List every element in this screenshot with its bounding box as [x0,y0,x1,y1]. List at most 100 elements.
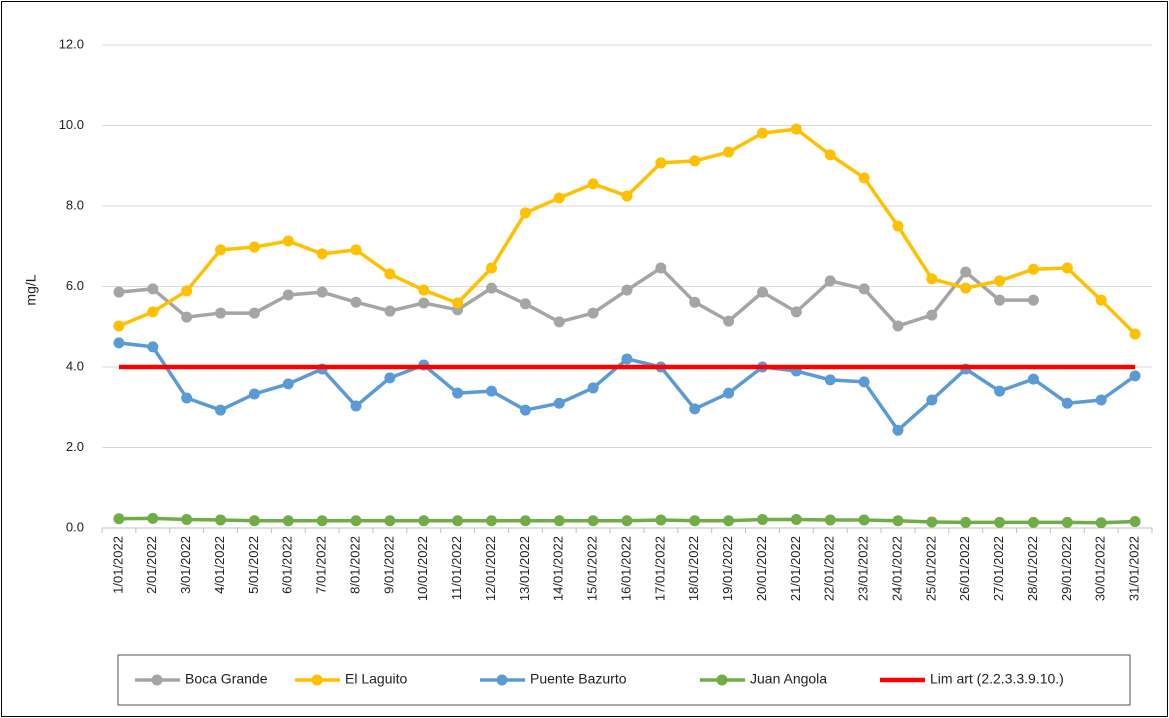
series-marker [452,515,464,527]
series-marker [147,306,159,318]
x-tick-label: 20/01/2022 [754,536,769,601]
series-marker [553,192,565,204]
series-marker [858,376,870,388]
series-marker [452,297,464,309]
series-marker [553,316,565,328]
y-tick-label: 6.0 [66,278,84,293]
series-marker [621,353,633,365]
series-marker [1027,294,1039,306]
series-marker [858,283,870,295]
series-marker [519,207,531,219]
series-marker [1129,370,1141,382]
series-marker [350,244,362,256]
series-marker [621,284,633,296]
series-marker [689,515,701,527]
y-tick-label: 0.0 [66,519,84,534]
y-tick-label: 12.0 [59,36,84,51]
series-marker [824,275,836,287]
series-marker [1061,262,1073,274]
series-marker [316,515,328,527]
series-marker [248,241,260,253]
legend-label: Lim art (2.2.3.3.9.10.) [930,671,1064,687]
series-marker [418,297,430,309]
series-marker [350,296,362,308]
series-marker [689,155,701,167]
series-marker [926,273,938,285]
series-marker [858,172,870,184]
series-marker [892,320,904,332]
series-marker [756,286,768,298]
x-tick-label: 6/01/2022 [280,536,295,594]
series-marker [1129,516,1141,528]
series-marker [147,283,159,295]
x-tick-label: 4/01/2022 [212,536,227,594]
series-marker [892,515,904,527]
series-marker [282,515,294,527]
series-marker [994,385,1006,397]
series-marker [248,515,260,527]
series-marker [587,307,599,319]
series-marker [790,306,802,318]
series-marker [1027,263,1039,275]
series-marker [486,385,498,397]
x-tick-label: 8/01/2022 [347,536,362,594]
legend-marker [716,674,728,686]
legend-label: Juan Angola [750,671,827,687]
series-marker [282,378,294,390]
x-tick-label: 26/01/2022 [957,536,972,601]
series-marker [452,387,464,399]
x-tick-label: 3/01/2022 [178,536,193,594]
series-marker [1061,397,1073,409]
series-line [118,266,1034,328]
series-marker [756,127,768,139]
series-marker [587,178,599,190]
series-marker [113,286,125,298]
series-marker [519,404,531,416]
x-tick-label: 29/01/2022 [1059,536,1074,601]
series-marker [113,337,125,349]
series-marker [960,282,972,294]
legend-marker [311,674,323,686]
series-marker [384,268,396,280]
series-marker [181,392,193,404]
x-tick-label: 11/01/2022 [449,536,464,600]
series-marker [824,514,836,526]
series-marker [587,382,599,394]
series-marker [215,244,227,256]
series-marker [553,397,565,409]
series-marker [384,372,396,384]
x-tick-label: 16/01/2022 [618,536,633,601]
x-tick-label: 17/01/2022 [652,536,667,601]
series-marker [756,514,768,526]
legend-box [117,654,1131,706]
series-marker [384,515,396,527]
series-marker [418,515,430,527]
series-marker [621,515,633,527]
x-tick-label: 30/01/2022 [1093,536,1108,601]
series-marker [486,515,498,527]
series-marker [790,123,802,135]
series-marker [960,266,972,278]
series-marker [181,285,193,297]
series-marker [892,220,904,232]
series-marker [1027,373,1039,385]
series-marker [519,298,531,310]
legend-label: Boca Grande [185,671,268,687]
series-marker [790,514,802,526]
legend-label: Puente Bazurto [530,671,627,687]
series-marker [350,515,362,527]
x-tick-label: 5/01/2022 [246,536,261,594]
series-marker [655,262,667,274]
series-marker [926,309,938,321]
series-marker [248,307,260,319]
series-marker [689,296,701,308]
y-tick-label: 2.0 [66,439,84,454]
series-marker [215,404,227,416]
x-tick-label: 7/01/2022 [314,536,329,594]
series-marker [994,294,1006,306]
series-marker [113,513,125,525]
legend-marker [151,674,163,686]
series-marker [1095,517,1107,529]
series-marker [147,512,159,524]
